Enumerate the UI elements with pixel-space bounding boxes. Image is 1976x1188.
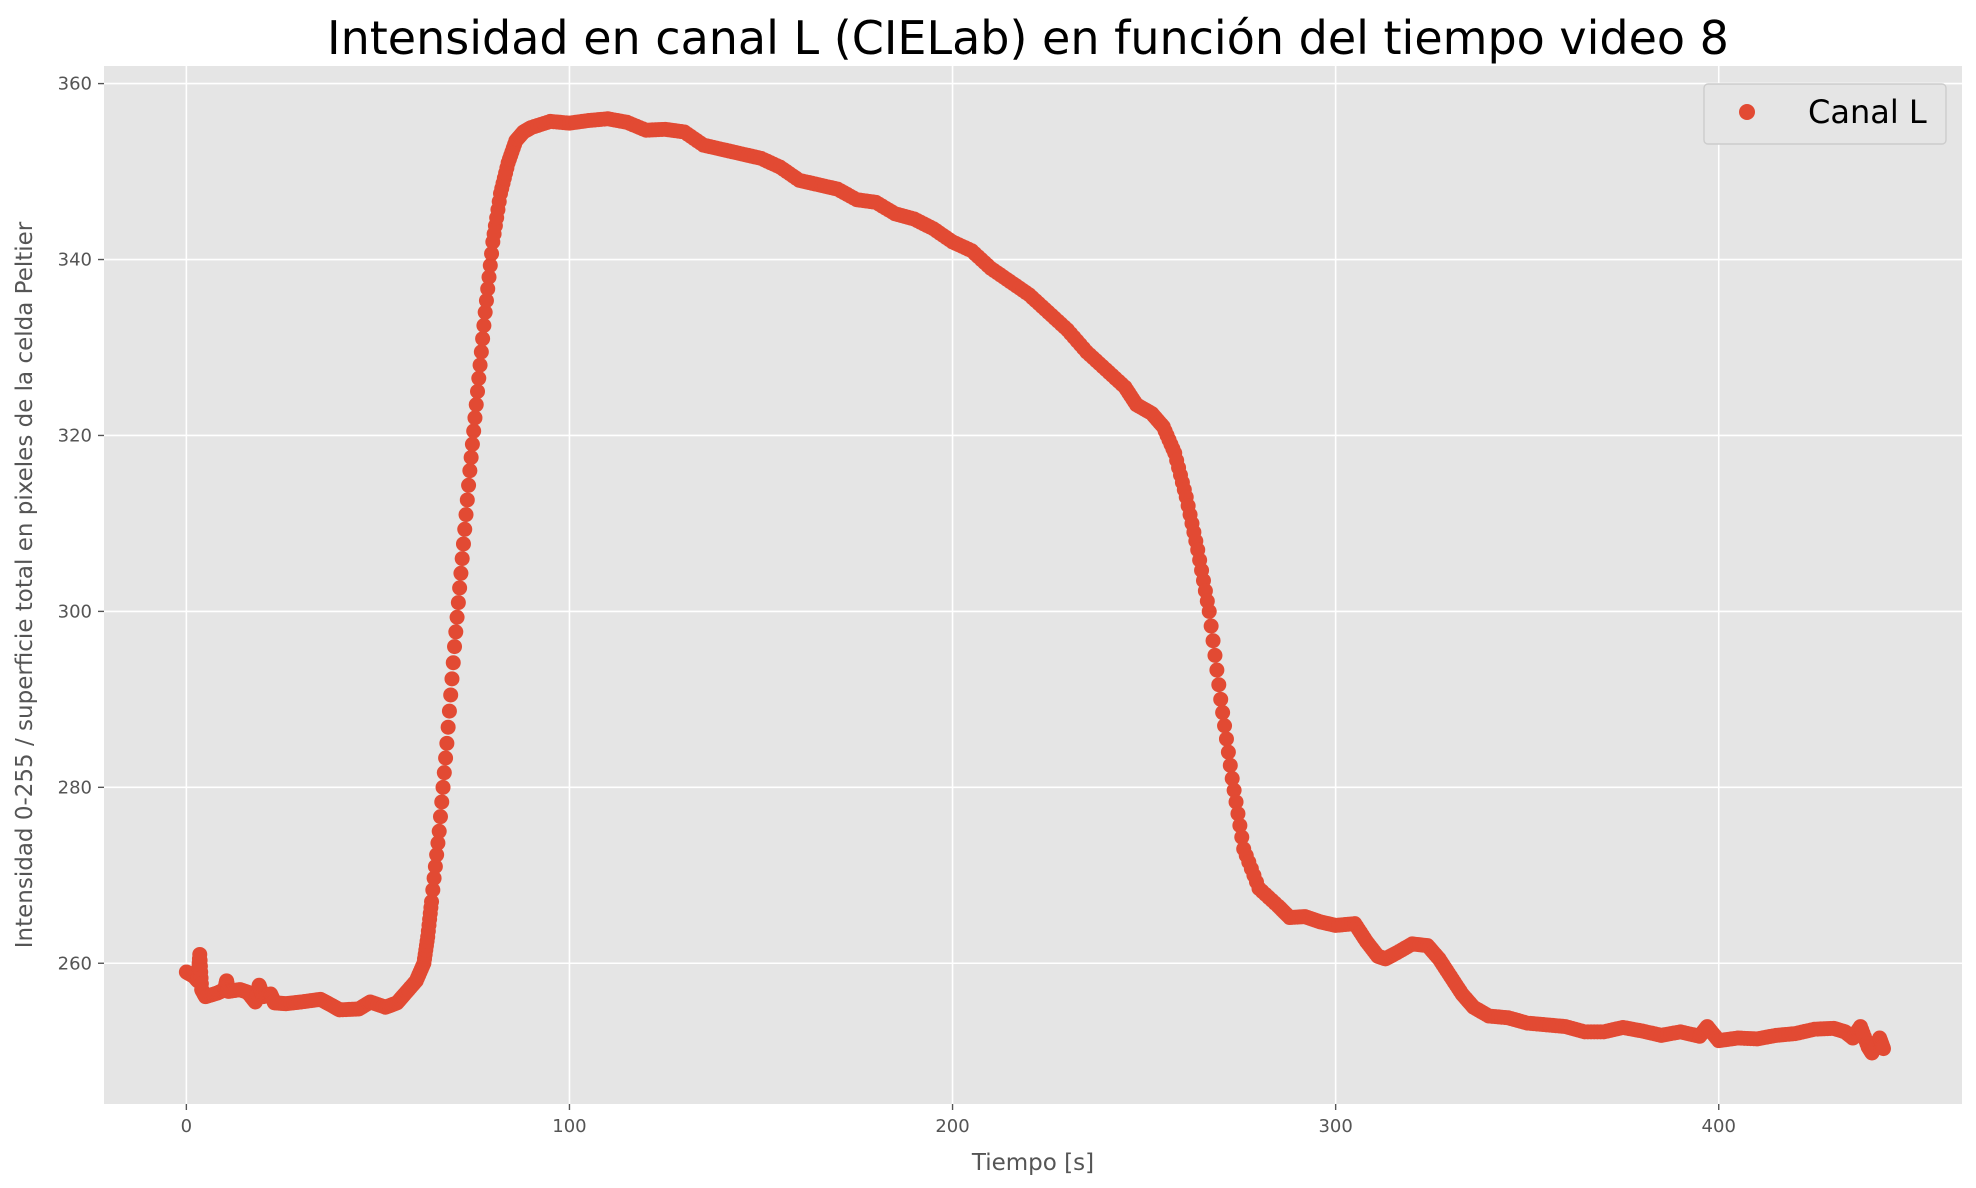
data-point [1230, 806, 1246, 822]
data-point [448, 624, 464, 640]
data-point [424, 894, 440, 910]
data-point [473, 344, 489, 360]
data-point [426, 870, 442, 886]
x-tick-label: 400 [1702, 1116, 1736, 1137]
data-point [443, 687, 459, 703]
data-point [449, 609, 465, 625]
y-tick-label: 360 [58, 74, 92, 95]
data-point [431, 823, 447, 839]
x-tick-label: 200 [935, 1116, 969, 1137]
x-axis-ticks: 0 100 200 300 400 [181, 1104, 1736, 1137]
legend-box [1703, 83, 1947, 145]
data-point [1213, 691, 1229, 707]
x-tick-label: 100 [552, 1116, 586, 1137]
data-point [461, 477, 477, 493]
data-point [1220, 744, 1236, 760]
y-tick-label: 320 [58, 425, 92, 446]
legend-label: Canal L [1808, 93, 1927, 131]
x-tick-label: 300 [1318, 1116, 1352, 1137]
x-axis-label: Tiempo [s] [971, 1150, 1094, 1176]
data-point [425, 882, 441, 898]
data-point [466, 423, 482, 439]
data-point [1203, 618, 1219, 634]
data-point [439, 735, 455, 751]
data-point [444, 671, 460, 687]
plot-area [104, 66, 1962, 1104]
data-point [430, 835, 446, 851]
legend: Canal L [1703, 83, 1947, 145]
y-tick-label: 300 [58, 601, 92, 622]
data-point [471, 370, 487, 386]
data-point [435, 779, 451, 795]
data-point [1226, 782, 1242, 798]
data-point [429, 847, 445, 863]
data-point [467, 410, 483, 426]
data-point [1218, 731, 1234, 747]
data-point [441, 703, 457, 719]
data-point [476, 318, 492, 333]
y-tick-label: 280 [58, 777, 92, 798]
data-point [440, 719, 456, 735]
data-point [457, 521, 473, 537]
data-point [478, 293, 494, 309]
data-point [468, 397, 484, 413]
data-point [481, 269, 497, 285]
data-point [464, 436, 480, 452]
data-point [1222, 757, 1238, 773]
data-point [427, 858, 443, 874]
data-point [1205, 633, 1221, 649]
legend-marker [1739, 104, 1755, 120]
data-point [1232, 817, 1248, 833]
data-point [453, 565, 469, 581]
x-tick-label: 0 [181, 1116, 192, 1137]
y-tick-label: 260 [58, 953, 92, 974]
data-point [472, 357, 488, 373]
data-point [480, 281, 496, 297]
data-point [432, 809, 448, 825]
series-canal-l [178, 111, 1891, 1061]
data-point [484, 246, 500, 262]
data-point [482, 257, 498, 273]
data-point [447, 639, 463, 655]
data-point [459, 492, 475, 508]
data-point [1215, 705, 1231, 721]
data-point [475, 331, 491, 347]
data-point [452, 580, 468, 596]
data-point [436, 765, 452, 781]
data-point [438, 750, 454, 766]
chart-title: Intensidad en canal L (CIELab) en funció… [327, 11, 1729, 65]
data-point [477, 304, 493, 320]
y-tick-label: 340 [58, 250, 92, 271]
data-point [458, 507, 474, 523]
data-point [1207, 647, 1223, 663]
data-point [463, 449, 479, 465]
data-point [1875, 1041, 1891, 1057]
data-point [1234, 829, 1250, 845]
y-axis-ticks: 260 280 300 320 340 360 [58, 74, 104, 974]
data-point [462, 463, 478, 479]
data-point [455, 536, 471, 552]
data-point [1211, 677, 1227, 693]
y-axis-label: Intensidad 0-255 / superficie total en p… [12, 221, 38, 948]
data-point [445, 655, 461, 671]
data-point [1217, 718, 1233, 734]
data-point [470, 383, 486, 399]
data-point [434, 794, 450, 810]
data-point [1209, 662, 1225, 678]
data-point [1228, 794, 1244, 810]
data-point [1224, 771, 1240, 787]
data-point [454, 551, 470, 567]
data-point [1201, 603, 1217, 619]
data-point [450, 595, 466, 611]
